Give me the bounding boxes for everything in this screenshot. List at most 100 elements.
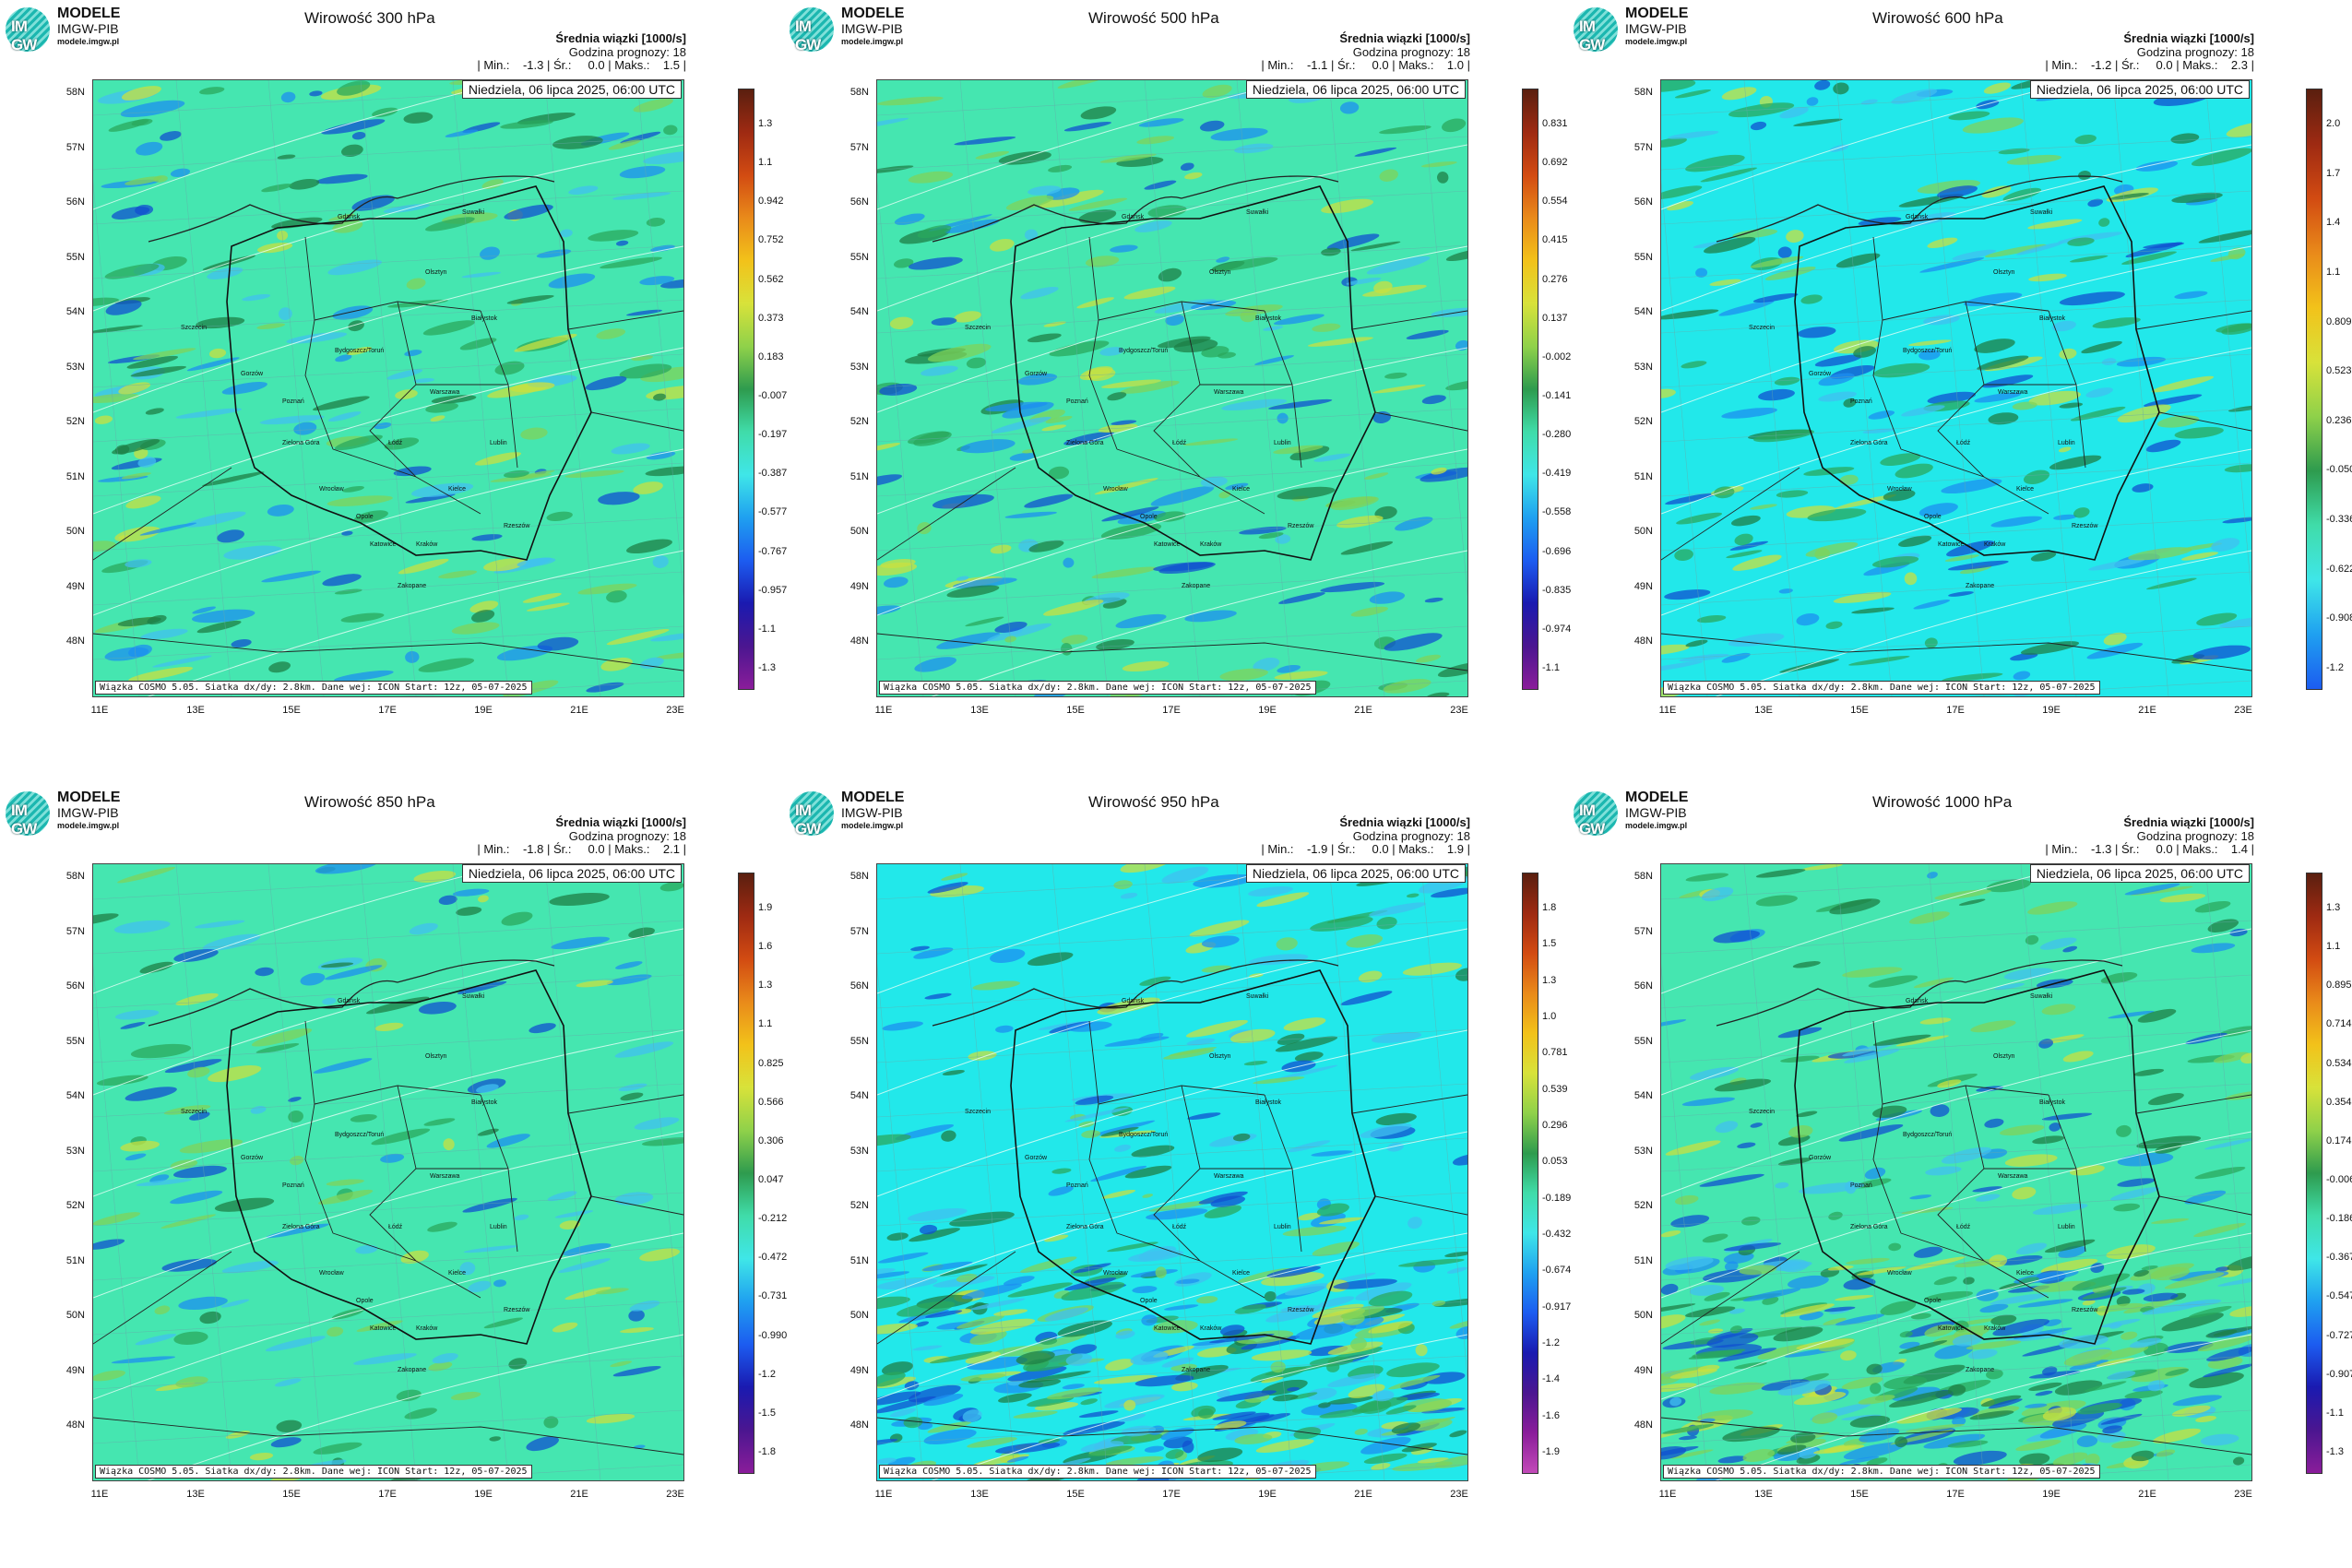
vorticity-streak	[1372, 384, 1426, 394]
vorticity-streak	[2229, 1305, 2251, 1317]
vorticity-streak	[1386, 1362, 1440, 1378]
vorticity-streak	[1773, 1326, 1823, 1342]
vorticity-streak	[1843, 1442, 1906, 1460]
vorticity-streak	[1937, 185, 1978, 198]
vorticity-streak	[1433, 1298, 1467, 1308]
graticule-line	[93, 136, 683, 171]
city-label: Olsztyn	[425, 1053, 447, 1060]
lon-tick-label: 19E	[1258, 705, 1277, 716]
isoline	[93, 347, 683, 515]
imgw-logo: IM GW MODELE IMGW-PIB modele.imgw.pl	[6, 790, 135, 837]
colorbar-tick-label: 0.306	[758, 1134, 784, 1146]
vorticity-streak	[2117, 1178, 2156, 1187]
vorticity-streak	[1261, 1376, 1284, 1384]
colorbar-tick-label: 0.137	[1542, 312, 1568, 324]
vorticity-streak	[1445, 379, 1467, 391]
vorticity-streak	[2019, 1453, 2050, 1467]
vorticity-streak	[2000, 1124, 2045, 1136]
vorticity-streak	[908, 431, 950, 445]
vorticity-streak	[2072, 1273, 2131, 1291]
vorticity-streak	[1180, 162, 1194, 172]
graticule-line	[1420, 80, 1467, 598]
logo-line2: IMGW-PIB	[841, 805, 903, 820]
colorbar-tick-label: -0.674	[1542, 1265, 1572, 1277]
vorticity-streak	[1444, 1251, 1467, 1258]
vorticity-streak	[877, 1391, 921, 1406]
vorticity-streak	[140, 628, 188, 640]
vorticity-streak	[2136, 1135, 2202, 1149]
graticule-line	[1661, 1409, 2251, 1444]
vorticity-streak	[1758, 388, 1795, 401]
vorticity-streak	[1661, 660, 1704, 673]
lat-tick-label: 54N	[65, 1090, 85, 1101]
vorticity-streak	[1282, 1225, 1347, 1237]
panel-title: Wirowość 950 hPa	[1088, 793, 1219, 811]
city-label: Suwałki	[2030, 993, 2053, 1000]
vorticity-streak	[1003, 1276, 1035, 1286]
colorbar-tick-label: -0.432	[1542, 1229, 1572, 1240]
city-label: Opole	[1140, 514, 1158, 520]
vorticity-streak	[175, 992, 219, 1006]
vorticity-streak	[1979, 1303, 2009, 1313]
graticule-line	[877, 462, 1467, 497]
city-label: Katowice	[370, 541, 397, 548]
lon-tick-label: 19E	[2042, 1489, 2061, 1500]
vorticity-streak	[1027, 952, 1074, 967]
footer-label: Wiązka COSMO 5.05. Siatka dx/dy: 2.8km. …	[95, 681, 532, 695]
vorticity-streak	[1368, 1321, 1413, 1334]
vorticity-streak	[120, 1021, 146, 1029]
vorticity-streak	[1858, 217, 1902, 226]
vorticity-streak	[2086, 642, 2144, 659]
coastline	[1716, 175, 2123, 243]
vorticity-streak	[600, 657, 633, 671]
city-label: Kraków	[1200, 1325, 1222, 1332]
vorticity-streak	[1155, 1266, 1167, 1278]
vorticity-streak	[179, 1139, 244, 1154]
vorticity-streak	[1842, 1042, 1896, 1057]
colorbar-tick-label: -0.917	[1542, 1301, 1572, 1313]
vorticity-streak	[2062, 1051, 2094, 1063]
vorticity-streak	[1424, 597, 1443, 603]
vorticity-streak	[411, 482, 474, 498]
vorticity-streak	[1717, 1348, 1777, 1362]
city-label: Gdańsk	[1906, 214, 1929, 220]
vorticity-streak	[214, 1197, 275, 1212]
footer-label: Wiązka COSMO 5.05. Siatka dx/dy: 2.8km. …	[1663, 1465, 2100, 1479]
vorticity-streak	[1661, 1303, 1696, 1315]
vorticity-streak	[404, 1408, 437, 1420]
vorticity-streak	[2192, 645, 2251, 660]
lat-tick-label: 49N	[65, 580, 85, 592]
vorticity-streak	[2040, 1258, 2098, 1274]
vorticity-streak	[1721, 652, 1751, 663]
colorbar-tick-label: -0.472	[758, 1252, 788, 1264]
vorticity-streak	[1212, 1411, 1256, 1420]
vorticity-streak	[112, 438, 160, 455]
vorticity-streak	[1049, 340, 1110, 357]
vorticity-streak	[1670, 1215, 1710, 1228]
vorticity-streak	[1974, 339, 2015, 353]
vorticity-streak	[1113, 880, 1133, 890]
city-label: Gorzów	[1025, 371, 1048, 377]
vorticity-streak	[564, 469, 624, 478]
vorticity-streak	[154, 1305, 171, 1315]
vorticity-streak	[1039, 189, 1104, 208]
city-label: Suwałki	[462, 993, 485, 1000]
vorticity-streak	[1061, 635, 1088, 645]
vorticity-streak	[990, 948, 1026, 963]
vorticity-streak	[969, 1330, 1007, 1345]
vorticity-streak	[1273, 314, 1324, 326]
map-panel: IM GW MODELE IMGW-PIB modele.imgw.pl Wirowoś…	[0, 0, 787, 784]
vorticity-streak	[1028, 185, 1062, 196]
vorticity-streak	[1437, 661, 1467, 678]
vorticity-streak	[173, 1331, 208, 1346]
footer-label: Wiązka COSMO 5.05. Siatka dx/dy: 2.8km. …	[879, 681, 1316, 695]
vorticity-streak	[633, 98, 673, 113]
vorticity-streak	[1051, 1168, 1072, 1174]
vorticity-streak	[2044, 1239, 2096, 1253]
vorticity-streak	[954, 136, 1016, 146]
vorticity-streak	[2174, 291, 2208, 300]
vorticity-streak	[1007, 1282, 1073, 1298]
vorticity-streak	[93, 540, 116, 552]
city-label: Suwałki	[1246, 993, 1269, 1000]
graticule-line	[877, 1246, 1467, 1281]
